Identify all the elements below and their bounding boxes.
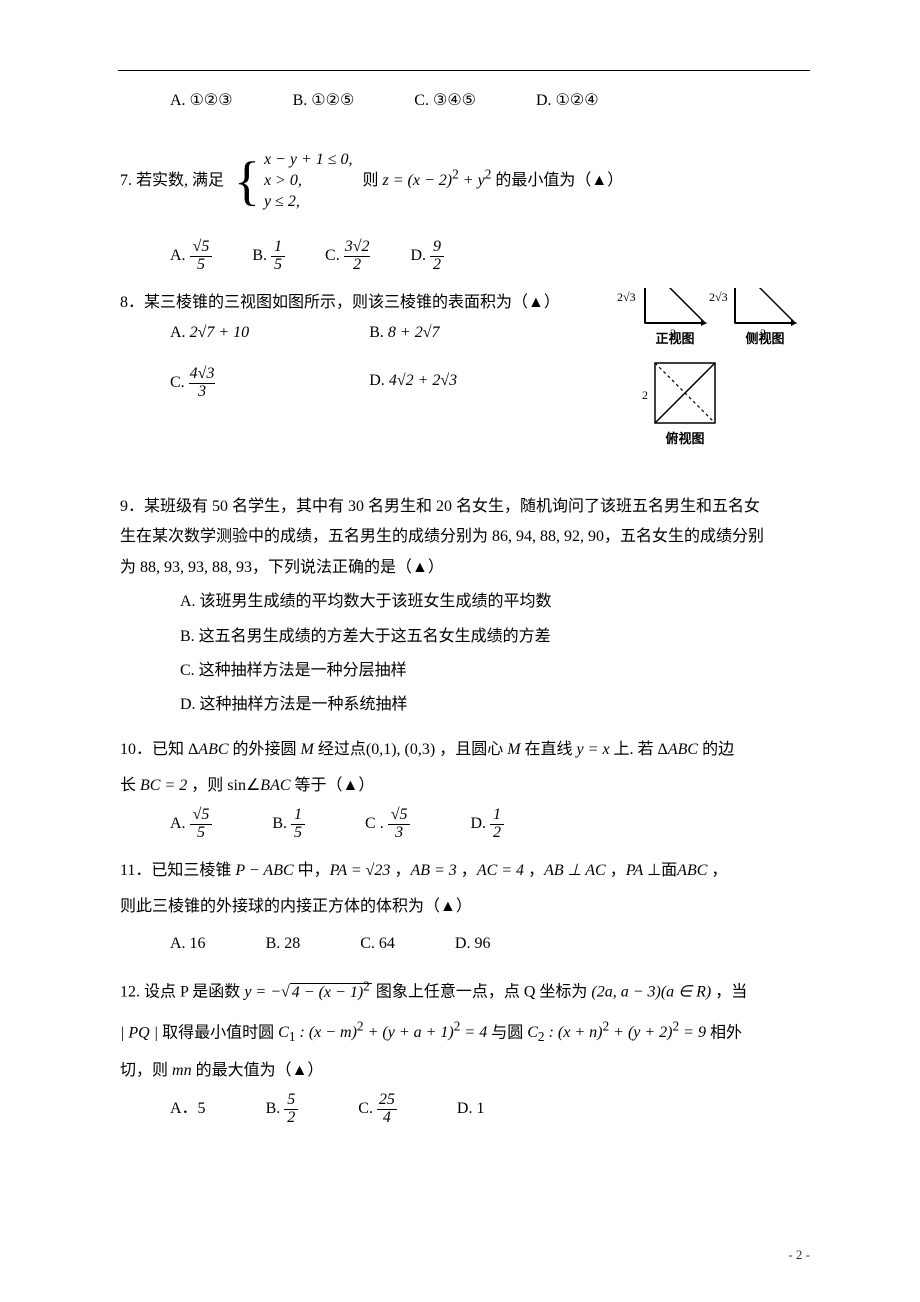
dim-h2: 2√3 — [709, 288, 728, 309]
q10: 10．已知 ΔABC 的外接圆 M 经过点(0,1), (0,3) ，且圆心 M… — [120, 735, 810, 765]
q8-figure: 正视图 侧视图 俯视图 2√3 2 — [635, 288, 810, 474]
q8-opt-c: C. 4√3 3 — [170, 366, 369, 401]
q8-stem: 8．某三棱锥的三视图如图所示，则该三棱锥的表面积为（▲） — [120, 288, 569, 318]
q9-line2: 生在某次数学测验中的成绩，五名男生的成绩分别为 86, 94, 88, 92, … — [120, 522, 810, 552]
q12-opt-c: C. 254 — [358, 1092, 397, 1127]
q8-opt-b: B. 8 + 2√7 — [369, 318, 568, 348]
q11-options: A. 16 B. 28 C. 64 D. 96 — [120, 929, 810, 959]
q8-opt-d: D. 4√2 + 2√3 — [369, 366, 568, 401]
q10-t1: 10．已知 Δ — [120, 741, 198, 758]
q11-t4: ， — [461, 862, 477, 879]
three-view-diagram: 正视图 侧视图 俯视图 — [635, 288, 810, 463]
q10-t9: ，则 — [191, 777, 227, 794]
q12-line3: 切，则 mn 的最大值为（▲） — [120, 1056, 810, 1086]
q10-line2: 长 BC = 2 ，则 sin∠BAC 等于（▲） — [120, 771, 810, 801]
q10-t6: 上. 若 Δ — [614, 741, 668, 758]
q10-t4: ，且圆心 — [439, 741, 507, 758]
q7-stem-prefix: 7. 若实数, 满足 — [120, 172, 224, 189]
q11-t2: 中， — [298, 862, 330, 879]
q8-options: A. 2√7 + 10 B. 8 + 2√7 C. 4√3 3 D. 4√2 + — [120, 318, 569, 401]
q10-options: A. √55 B. 15 C . √53 D. 12 — [120, 807, 810, 842]
q11-opt-b: B. 28 — [266, 929, 301, 959]
q7-opt-d: D. 9 2 — [410, 239, 444, 274]
q10-t8: 长 — [120, 777, 140, 794]
q9-opt-d: D. 这种抽样方法是一种系统抽样 — [120, 690, 810, 720]
q12-t7: 切，则 — [120, 1062, 172, 1079]
q11-line2: 则此三棱锥的外接球的内接正方体的体积为（▲） — [120, 892, 810, 922]
q11-t7: ⊥面 — [647, 862, 677, 879]
q11-t3: ， — [394, 862, 410, 879]
q7-options: A. √5 5 B. 1 5 C. 3√2 2 D. 9 2 — [120, 239, 810, 274]
q11-t1: 11．已知三棱锥 — [120, 862, 235, 879]
q9-line1: 9．某班级有 50 名学生，其中有 30 名男生和 20 名女生，随机询问了该班… — [120, 492, 810, 522]
q10-t2: 的外接圆 — [233, 741, 301, 758]
q12-opt-a: A．5 — [170, 1094, 206, 1124]
q7-stem-suffix2: 的最小值为（▲） — [495, 172, 623, 189]
q11-opt-a: A. 16 — [170, 929, 206, 959]
q8-opt-a: A. 2√7 + 10 — [170, 318, 369, 348]
q8: 正视图 侧视图 俯视图 2√3 2 — [120, 288, 810, 474]
q11-opt-c: C. 64 — [360, 929, 395, 959]
q10-t10: 等于（▲） — [295, 777, 375, 794]
q11-t5: ， — [528, 862, 544, 879]
q12-t5: 与圆 — [491, 1024, 527, 1041]
q10-opt-b: B. 15 — [272, 807, 305, 842]
q7-opt-b: B. 1 5 — [252, 239, 285, 274]
q6-opt-c: C. ③④⑤ — [414, 86, 476, 116]
q7-system: { x − y + 1 ≤ 0, x > 0, y ≤ 2, — [234, 130, 353, 233]
dim-w2: 2 — [760, 322, 766, 345]
q12-options: A．5 B. 52 C. 254 D. 1 — [120, 1092, 810, 1127]
q9-line3: 为 88, 93, 93, 88, 93，下列说法正确的是（▲） — [120, 553, 810, 583]
q9-opt-a: A. 该班男生成绩的平均数大于该班女生成绩的平均数 — [120, 587, 810, 617]
q12-t2: 图象上任意一点，点 Q 坐标为 — [376, 984, 592, 1001]
q7-stem-suffix1: 则 — [363, 172, 383, 189]
q6-opt-d: D. ①②④ — [536, 86, 599, 116]
q6-opt-b: B. ①②⑤ — [293, 86, 355, 116]
q6-opt-a: A. ①②③ — [170, 86, 233, 116]
q11-t8: ， — [711, 862, 727, 879]
dim-h1: 2√3 — [617, 288, 636, 309]
q7: 7. 若实数, 满足 { x − y + 1 ≤ 0, x > 0, y ≤ 2… — [120, 130, 810, 233]
q11: 11．已知三棱锥 P − ABC 中，PA = √23 ，AB = 3 ，AC … — [120, 856, 810, 886]
page-number: - 2 - — [788, 1243, 810, 1268]
q12-opt-d: D. 1 — [457, 1094, 485, 1124]
q12: 12. 设点 P 是函数 y = −√4 − (x − 1)2 图象上任意一点，… — [120, 973, 810, 1008]
q11-opt-d: D. 96 — [455, 929, 491, 959]
q12-opt-b: B. 52 — [266, 1092, 299, 1127]
q7-z-expr: z = (x − 2)2 + y2 — [383, 172, 492, 189]
q7-opt-a: A. √5 5 — [170, 239, 212, 274]
q12-t3: ，当 — [715, 984, 747, 1001]
q9-opt-b: B. 这五名男生成绩的方差大于这五名女生成绩的方差 — [120, 622, 810, 652]
q9: 9．某班级有 50 名学生，其中有 30 名男生和 20 名女生，随机询问了该班… — [120, 492, 810, 721]
q11-t6: ， — [610, 862, 626, 879]
q6-options: A. ①②③ B. ①②⑤ C. ③④⑤ D. ①②④ — [120, 86, 810, 116]
q10-opt-a: A. √55 — [170, 807, 212, 842]
q10-opt-c: C . √53 — [365, 807, 410, 842]
top-label: 俯视图 — [665, 431, 704, 446]
q12-t4: 取得最小值时圆 — [162, 1024, 278, 1041]
q9-opt-c: C. 这种抽样方法是一种分层抽样 — [120, 656, 810, 686]
q10-t7: 的边 — [702, 741, 734, 758]
dim-t: 2 — [642, 384, 648, 407]
exam-page: A. ①②③ B. ①②⑤ C. ③④⑤ D. ①②④ 7. 若实数, 满足 {… — [0, 0, 920, 1302]
q10-t3: 经过点 — [318, 741, 366, 758]
q10-t5: 在直线 — [525, 741, 577, 758]
dim-w1: 2 — [670, 322, 676, 345]
q12-line2: | PQ | 取得最小值时圆 C1 : (x − m)2 + (y + a + … — [120, 1014, 810, 1050]
q12-t6: 相外 — [710, 1024, 742, 1041]
q12-t8: 的最大值为（▲） — [196, 1062, 324, 1079]
q7-opt-c: C. 3√2 2 — [325, 239, 370, 274]
q12-t1: 12. 设点 P 是函数 — [120, 984, 244, 1001]
q10-opt-d: D. 12 — [470, 807, 504, 842]
